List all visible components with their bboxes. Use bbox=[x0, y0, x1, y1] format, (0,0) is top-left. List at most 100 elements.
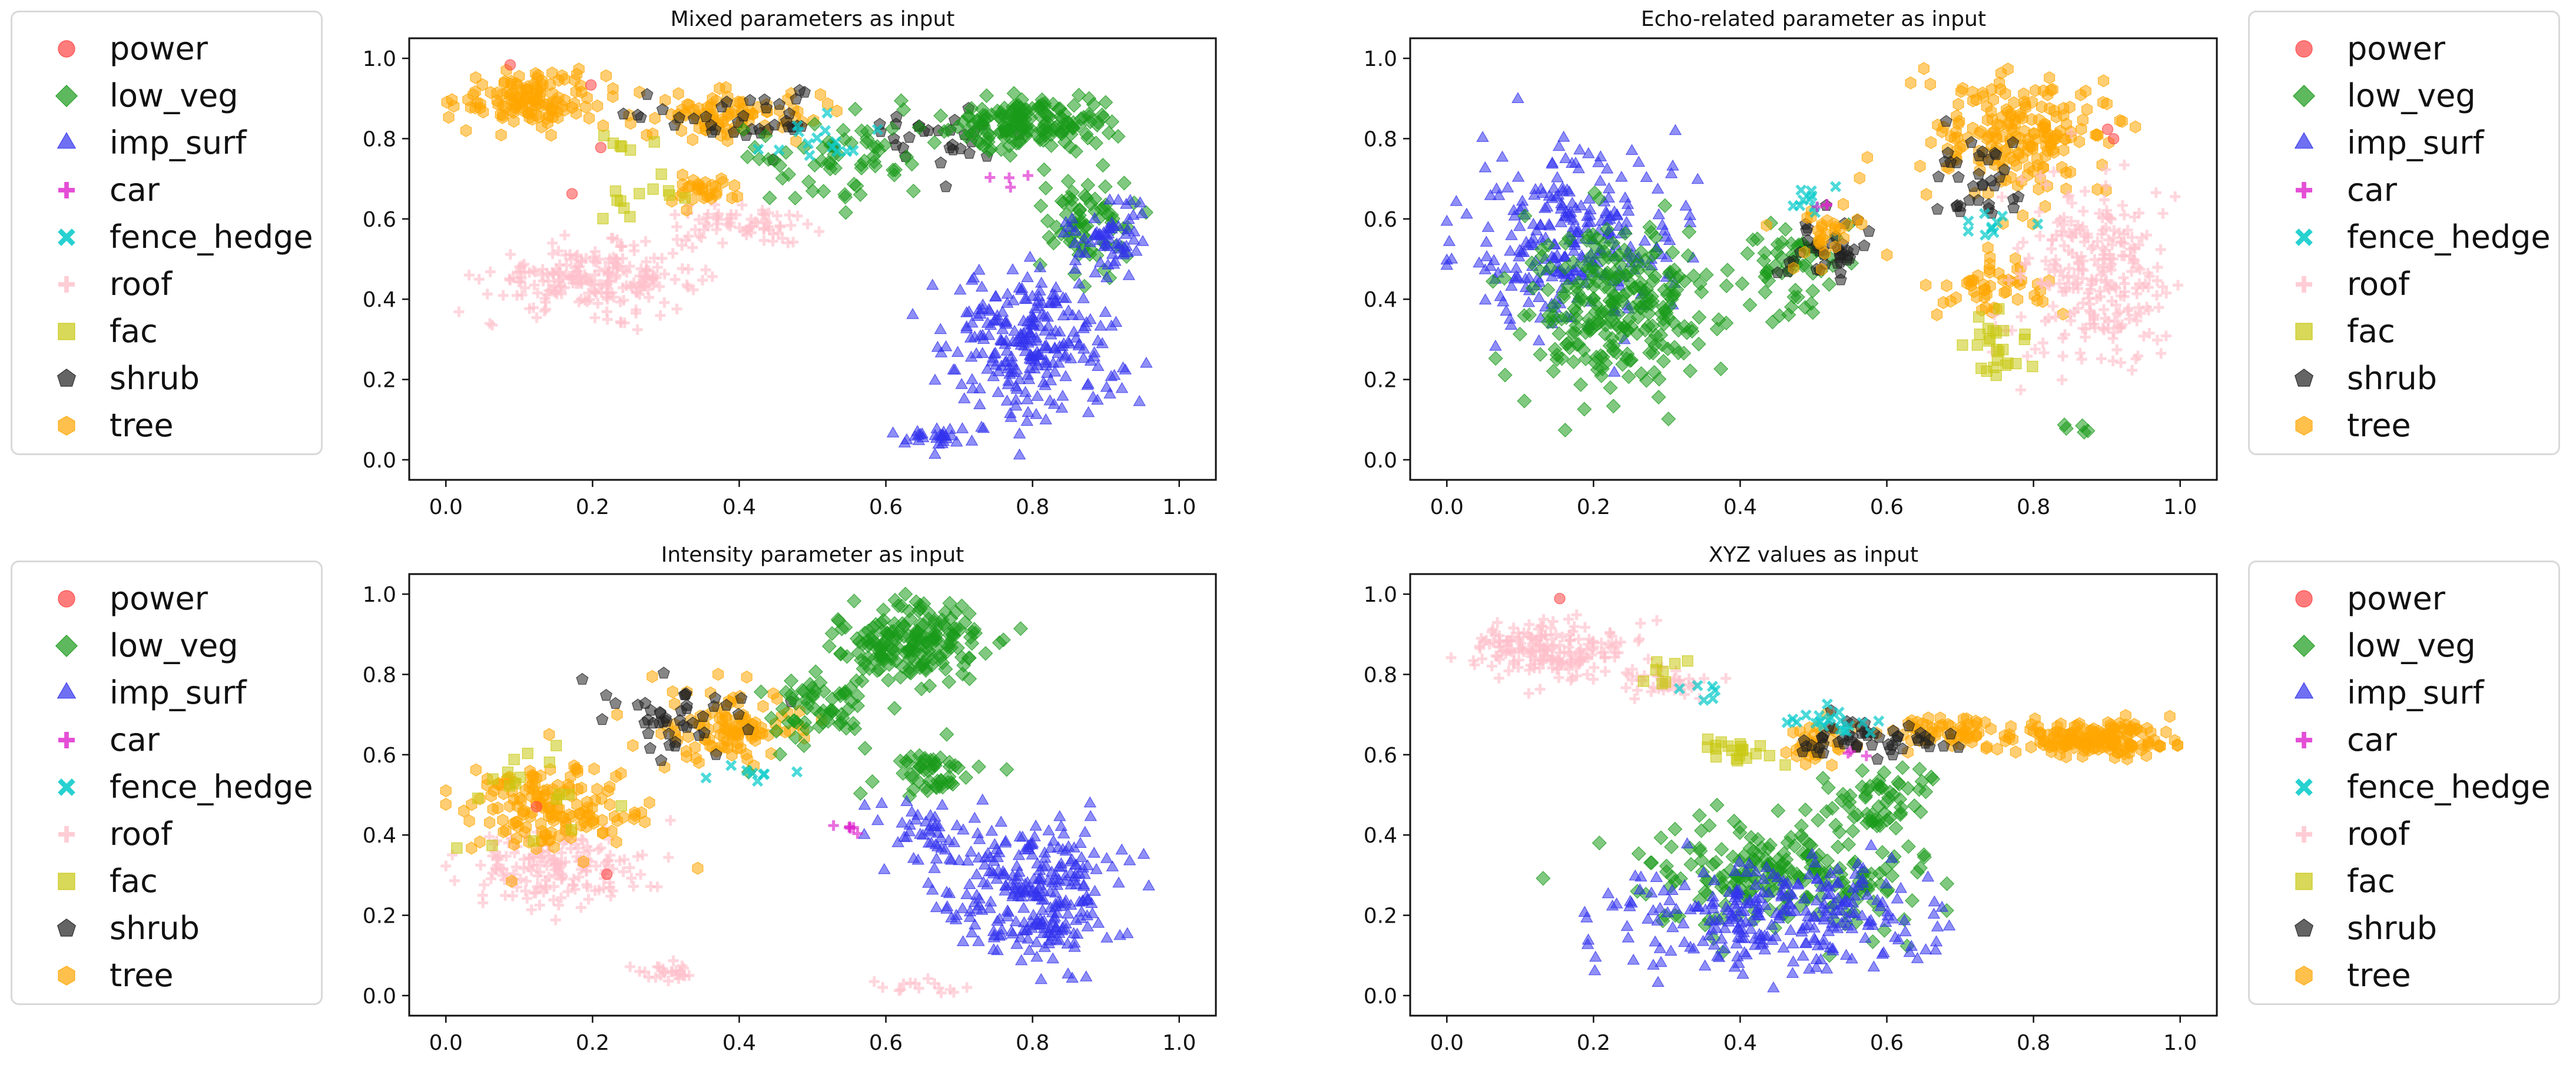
data-point-imp_surf bbox=[1030, 950, 1043, 962]
data-point-fence_hedge bbox=[1865, 727, 1877, 738]
data-point-imp_surf bbox=[1059, 875, 1072, 886]
legend-label: fence_hedge bbox=[110, 768, 313, 805]
data-point-roof bbox=[565, 843, 576, 854]
data-point-roof bbox=[1474, 641, 1485, 652]
data-point-imp_surf bbox=[961, 854, 974, 866]
data-point-low_veg bbox=[1636, 283, 1652, 299]
data-point-imp_surf bbox=[1049, 886, 1062, 898]
legend-marker-fence_hedge-icon bbox=[2295, 228, 2313, 246]
data-point-imp_surf bbox=[999, 878, 1012, 890]
legend-top-right: power low_veg imp_surf car fence_hedge roof fa… bbox=[2248, 11, 2560, 455]
data-point-power bbox=[2101, 124, 2114, 135]
data-point-shrub bbox=[657, 715, 670, 728]
data-point-imp_surf bbox=[1594, 150, 1607, 161]
data-point-roof bbox=[1634, 634, 1645, 645]
data-point-imp_surf bbox=[1010, 937, 1023, 949]
data-point-tree bbox=[539, 828, 551, 842]
data-point-low_veg bbox=[971, 759, 986, 774]
data-point-imp_surf bbox=[1133, 196, 1147, 208]
data-point-roof bbox=[556, 847, 567, 858]
data-point-low_veg bbox=[865, 774, 880, 790]
data-point-roof bbox=[665, 815, 676, 826]
data-point-low_veg bbox=[1081, 107, 1096, 122]
data-point-roof bbox=[773, 227, 784, 238]
data-point-imp_surf bbox=[1031, 359, 1044, 370]
data-point-roof bbox=[602, 314, 613, 325]
data-point-low_veg bbox=[1603, 380, 1618, 396]
data-point-roof bbox=[2068, 270, 2080, 281]
data-point-low_veg bbox=[1667, 262, 1682, 277]
data-point-roof bbox=[1534, 684, 1546, 695]
data-point-tree bbox=[526, 778, 538, 791]
data-point-roof bbox=[1516, 638, 1527, 649]
data-point-roof bbox=[1580, 622, 1591, 633]
data-point-roof bbox=[2054, 278, 2065, 289]
data-point-tree bbox=[1856, 217, 1868, 231]
data-point-imp_surf bbox=[964, 845, 977, 857]
data-point-fac bbox=[1763, 750, 1775, 761]
data-point-roof bbox=[2047, 301, 2058, 312]
data-point-low_veg bbox=[980, 131, 996, 146]
data-point-low_veg bbox=[1100, 207, 1115, 222]
data-point-imp_surf bbox=[1022, 336, 1035, 348]
data-point-low_veg bbox=[740, 149, 755, 164]
data-point-low_veg bbox=[1573, 377, 1589, 392]
data-point-fence_hedge bbox=[1962, 215, 1974, 227]
data-point-tree bbox=[1952, 98, 1964, 111]
legend-label: imp_surf bbox=[110, 124, 247, 161]
legend-item-shrub: shrub bbox=[12, 355, 321, 402]
data-point-roof bbox=[560, 857, 571, 868]
data-point-roof bbox=[1548, 655, 1559, 666]
data-point-shrub bbox=[617, 107, 630, 120]
data-point-tree bbox=[1920, 278, 1932, 292]
data-point-tree bbox=[2076, 122, 2087, 136]
legend-item-roof: roof bbox=[2250, 811, 2558, 858]
data-point-low_veg bbox=[1617, 242, 1632, 258]
data-point-roof bbox=[521, 876, 532, 887]
data-point-imp_surf bbox=[1025, 921, 1038, 933]
data-point-low_veg bbox=[1534, 242, 1550, 257]
data-point-tree bbox=[572, 782, 584, 796]
data-point-imp_surf bbox=[1000, 394, 1014, 406]
data-point-roof bbox=[618, 265, 629, 276]
data-point-low_veg bbox=[961, 651, 976, 666]
data-point-low_veg bbox=[805, 183, 820, 199]
data-point-car bbox=[984, 172, 996, 183]
data-point-imp_surf bbox=[980, 878, 994, 890]
data-point-imp_surf bbox=[1056, 843, 1069, 854]
data-point-roof bbox=[1651, 615, 1662, 626]
x-tick-label: 0.4 bbox=[722, 1031, 756, 1055]
data-point-imp_surf bbox=[1069, 254, 1082, 266]
data-point-imp_surf bbox=[1078, 825, 1092, 837]
data-point-low_veg bbox=[1859, 815, 1875, 831]
legend-label: fence_hedge bbox=[110, 218, 313, 256]
data-point-fence_hedge bbox=[831, 145, 843, 157]
data-point-imp_surf bbox=[1802, 868, 1816, 880]
data-point-roof bbox=[678, 963, 689, 974]
data-point-imp_surf bbox=[1810, 894, 1824, 906]
data-point-roof bbox=[584, 845, 595, 856]
data-point-imp_surf bbox=[1523, 271, 1536, 283]
data-point-shrub bbox=[1865, 738, 1878, 751]
data-point-imp_surf bbox=[1536, 187, 1549, 198]
data-point-imp_surf bbox=[1086, 907, 1099, 919]
data-point-low_veg bbox=[808, 664, 823, 679]
data-point-tree bbox=[575, 79, 586, 92]
data-point-roof bbox=[477, 890, 488, 901]
data-point-shrub bbox=[697, 710, 710, 722]
legend-marker-car-icon bbox=[58, 182, 75, 198]
data-point-low_veg bbox=[1743, 830, 1759, 845]
data-point-tree bbox=[578, 855, 589, 868]
data-point-tree bbox=[1905, 76, 1917, 89]
data-point-imp_surf bbox=[1851, 857, 1865, 868]
data-point-roof bbox=[2035, 170, 2046, 181]
legend-marker-roof-icon bbox=[58, 276, 75, 293]
data-point-roof bbox=[624, 261, 635, 272]
data-point-imp_surf bbox=[1758, 943, 1772, 954]
data-point-tree bbox=[474, 835, 486, 849]
data-point-imp_surf bbox=[1000, 355, 1013, 367]
data-point-low_veg bbox=[898, 586, 913, 602]
data-point-roof bbox=[581, 865, 592, 876]
data-point-fac bbox=[486, 840, 498, 851]
data-point-low_veg bbox=[1719, 278, 1734, 293]
